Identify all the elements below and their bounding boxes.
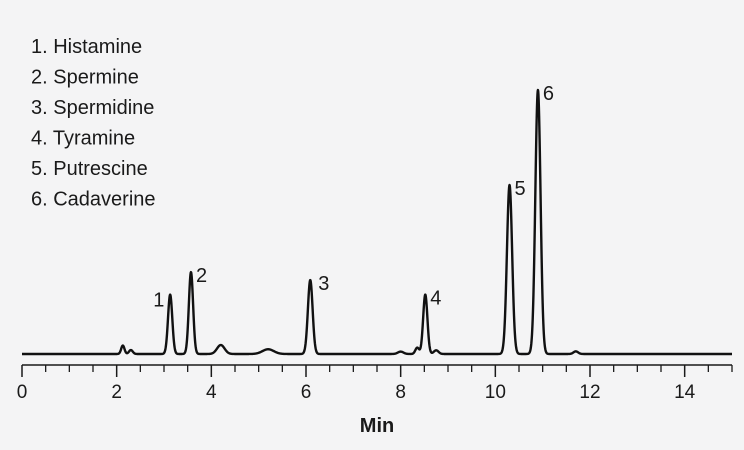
x-tick-label: 10 [485,382,506,403]
chromatogram-trace [21,88,733,356]
x-tick-label: 2 [111,382,122,403]
peak-label-2: 2 [196,265,207,287]
legend-item-1: 1. Histamine [31,36,142,58]
legend-item-3: 3. Spermidine [31,97,154,119]
legend-item-5: 5. Putrescine [31,158,148,180]
x-tick-label: 12 [579,382,600,403]
x-axis-ticks: 0 2 4 6 8 10 12 14 [17,365,733,403]
legend-item-6: 6. Cadaverine [31,189,156,211]
x-tick-label: 14 [674,382,696,403]
peak-label-4: 4 [430,288,441,310]
x-axis-title: Min [360,415,394,437]
peak-label-5: 5 [515,178,526,200]
legend-item-2: 2. Spermine [31,67,139,89]
peak-labels: 1 2 3 4 5 6 [153,83,554,312]
legend-item-4: 4. Tyramine [31,128,135,150]
x-tick-label: 0 [17,382,28,403]
peak-label-1: 1 [153,290,164,312]
peak-label-6: 6 [543,83,554,105]
legend: 1. Histamine 2. Spermine 3. Spermidine 4. T… [31,36,156,211]
x-tick-label: 6 [301,382,312,403]
x-tick-label: 4 [206,382,217,403]
peak-label-3: 3 [318,273,329,295]
x-tick-label: 8 [395,382,406,403]
